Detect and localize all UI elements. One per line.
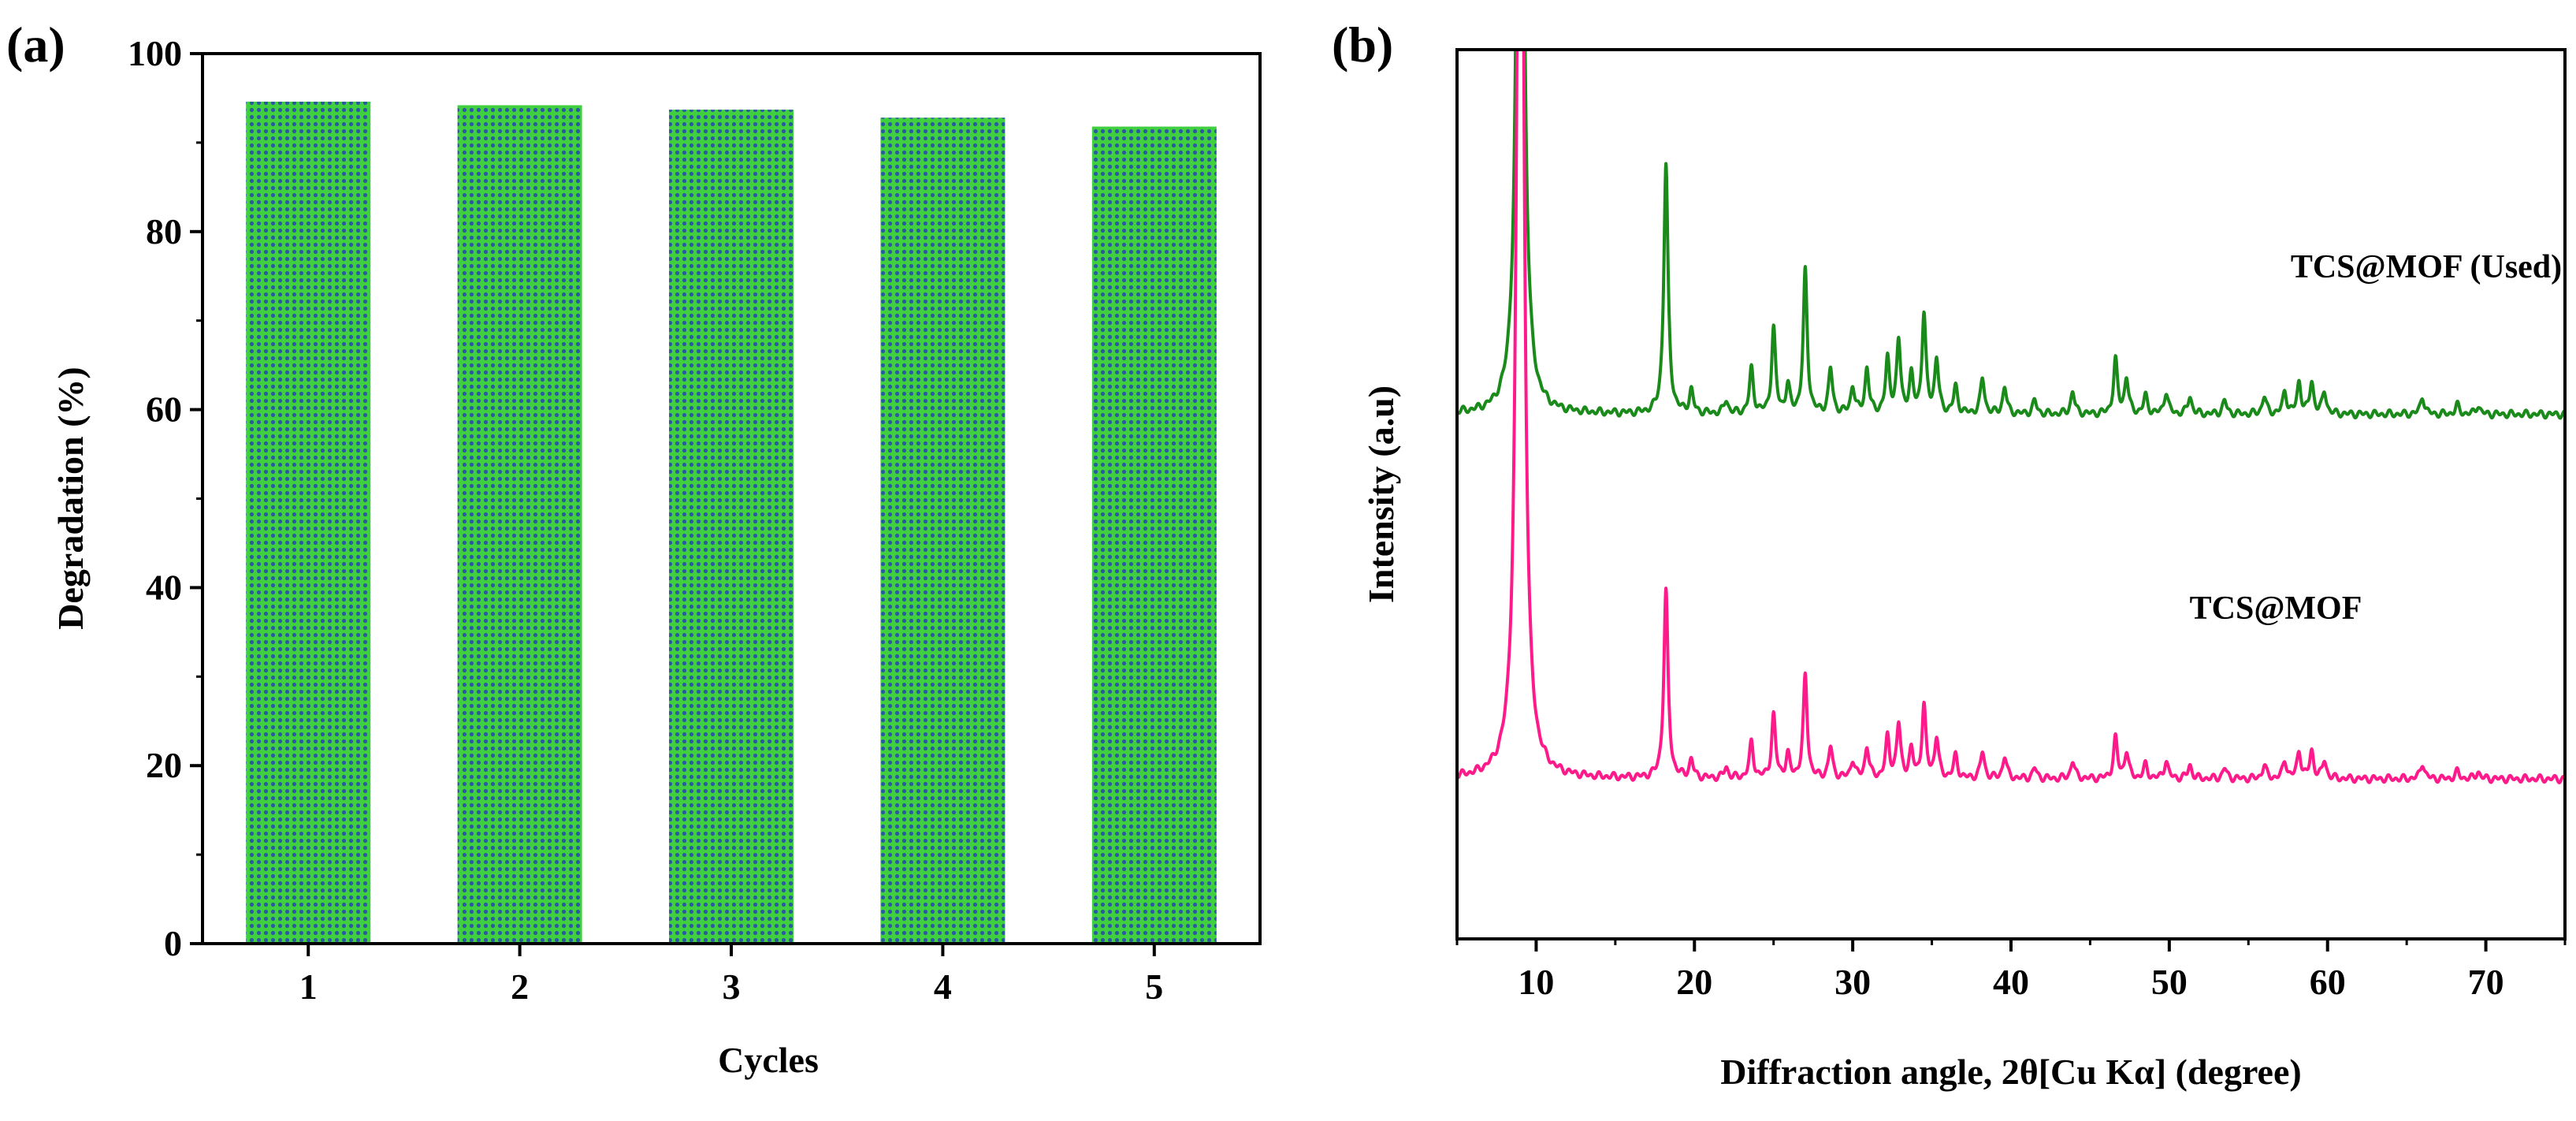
panel-b-line-chart: 10 20 30 40 50 60 70 Diffraction angle, 2θ[Cu … [1361, 48, 2567, 1092]
y-tick-label: 60 [146, 389, 182, 430]
x-tick-label: 20 [1676, 962, 1712, 1002]
y-tick-label: 20 [146, 745, 182, 785]
x-tick-label: 60 [2310, 962, 2346, 1002]
panel-b-plot-frame [1455, 48, 2567, 940]
x-tick-label: 1 [299, 966, 318, 1007]
panel-b-label: (b) [1332, 17, 1393, 73]
bar-cycle-4 [880, 117, 1005, 944]
panel-a-bar-chart: 0 20 40 60 80 100 1 2 3 4 5 Cycles Degradation (%… [50, 33, 1262, 1080]
x-tick-label: 50 [2151, 962, 2188, 1002]
x-tick-label: 30 [1834, 962, 1871, 1002]
panel-a-label: (a) [6, 17, 65, 73]
x-tick-label: 10 [1518, 962, 1554, 1002]
x-tick-label: 40 [1993, 962, 2029, 1002]
y-tick-label: 100 [128, 33, 182, 73]
series-line-tcs-mof-used [1457, 50, 2565, 420]
x-tick-label: 70 [2468, 962, 2504, 1002]
x-tick-label: 3 [723, 966, 741, 1007]
panel-a-x-axis-label: Cycles [718, 1040, 819, 1080]
panel-b-y-axis-label: Intensity (a.u) [1361, 385, 1401, 603]
y-tick-label: 0 [164, 923, 182, 963]
x-tick-label: 4 [934, 966, 952, 1007]
series-label-tcs-mof-used: TCS@MOF (Used) [2291, 249, 2562, 285]
bar-cycle-2 [457, 105, 582, 944]
series-line-tcs-mof [1457, 50, 2565, 784]
series-label-tcs-mof: TCS@MOF [2190, 590, 2362, 627]
y-tick-label: 80 [146, 211, 182, 251]
panel-a-y-axis-label: Degradation (%) [50, 367, 91, 629]
panel-b-x-axis-label: Diffraction angle, 2θ[Cu Kα] (degree) [1720, 1052, 2301, 1092]
x-tick-label: 2 [511, 966, 529, 1007]
bar-cycle-5 [1091, 126, 1217, 944]
x-tick-label: 5 [1145, 966, 1163, 1007]
bar-cycle-1 [246, 101, 371, 944]
bar-cycle-3 [669, 110, 794, 944]
y-tick-label: 40 [146, 567, 182, 607]
